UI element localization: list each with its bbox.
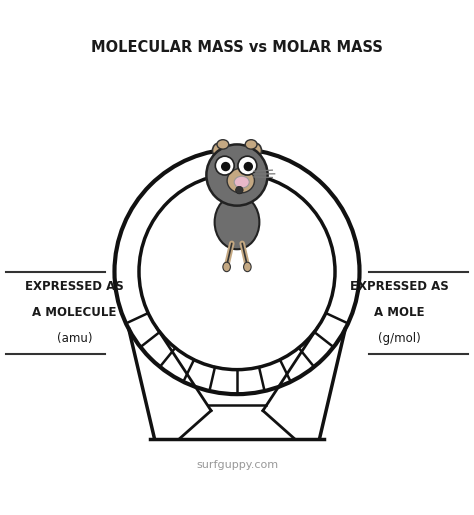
Ellipse shape <box>248 143 262 158</box>
Text: EXPRESSED AS: EXPRESSED AS <box>25 281 124 294</box>
Circle shape <box>238 156 257 175</box>
Ellipse shape <box>215 195 259 249</box>
Text: (amu): (amu) <box>57 332 92 345</box>
Text: A MOLECULE: A MOLECULE <box>32 306 117 319</box>
Text: surfguppy.com: surfguppy.com <box>196 460 278 470</box>
Circle shape <box>221 162 230 171</box>
Text: EXPRESSED AS: EXPRESSED AS <box>350 281 449 294</box>
Circle shape <box>244 162 253 171</box>
Text: A MOLE: A MOLE <box>374 306 425 319</box>
Circle shape <box>206 144 268 205</box>
Ellipse shape <box>217 140 229 149</box>
Ellipse shape <box>245 140 257 149</box>
Text: (g/mol): (g/mol) <box>378 332 421 345</box>
Ellipse shape <box>244 262 251 271</box>
Ellipse shape <box>223 262 230 271</box>
Circle shape <box>215 156 234 175</box>
Ellipse shape <box>234 176 249 188</box>
Ellipse shape <box>227 168 255 193</box>
Text: MOLECULAR MASS vs MOLAR MASS: MOLECULAR MASS vs MOLAR MASS <box>91 40 383 55</box>
Ellipse shape <box>212 143 226 158</box>
Circle shape <box>236 186 243 194</box>
